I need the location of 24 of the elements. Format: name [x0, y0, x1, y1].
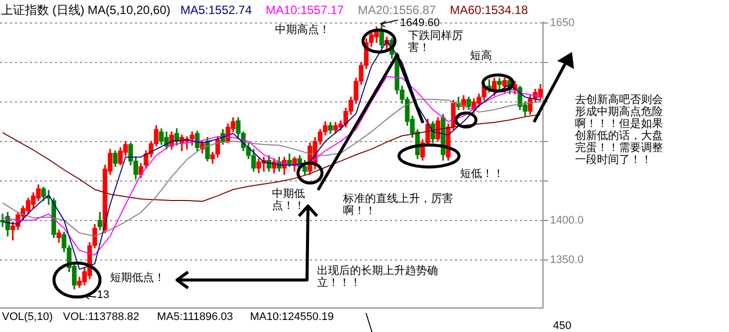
- text: VOL(5,10): [2, 311, 53, 323]
- annotation: 短高: [470, 50, 493, 62]
- text: MA60:1534.18: [450, 3, 528, 17]
- annotation: 出现后的长期上升趋势确立！！！: [317, 265, 439, 289]
- y-tick-label: 1400.0: [550, 214, 584, 226]
- annotation: 中期高点！: [275, 24, 331, 36]
- y-tick-label: 1350.0: [550, 254, 584, 266]
- annotation: 13: [97, 289, 110, 301]
- text: MA10:1557.17: [266, 3, 344, 17]
- text: MA5:1552.74: [180, 3, 252, 17]
- text: MA20:1556.87: [358, 3, 436, 17]
- annotation: 下跌同样厉害！: [408, 30, 463, 54]
- annotation: 中期低点！！: [272, 188, 306, 212]
- text: MA10:124550.19: [250, 311, 334, 323]
- y-tick-label: 1650: [550, 16, 574, 29]
- annotation: 短期低点！: [110, 272, 166, 284]
- annotation: 1649.60: [400, 17, 440, 29]
- annotation: 短低！！: [460, 168, 505, 180]
- annotation: 标准的直线上升，厉害啊！！: [343, 193, 454, 217]
- text: MA5:111896.03: [157, 311, 234, 323]
- text: 去创新高吧否则会形成中期高点危险啊！！！但是如果创新低的话，大盘完蛋！！需要调整一段时间了！！: [575, 94, 664, 166]
- text: VOL:113788.82: [63, 311, 140, 323]
- chart-title: 上证指数 (日线) MA(5,10,20,60): [1, 3, 170, 17]
- text: 450: [553, 320, 572, 332]
